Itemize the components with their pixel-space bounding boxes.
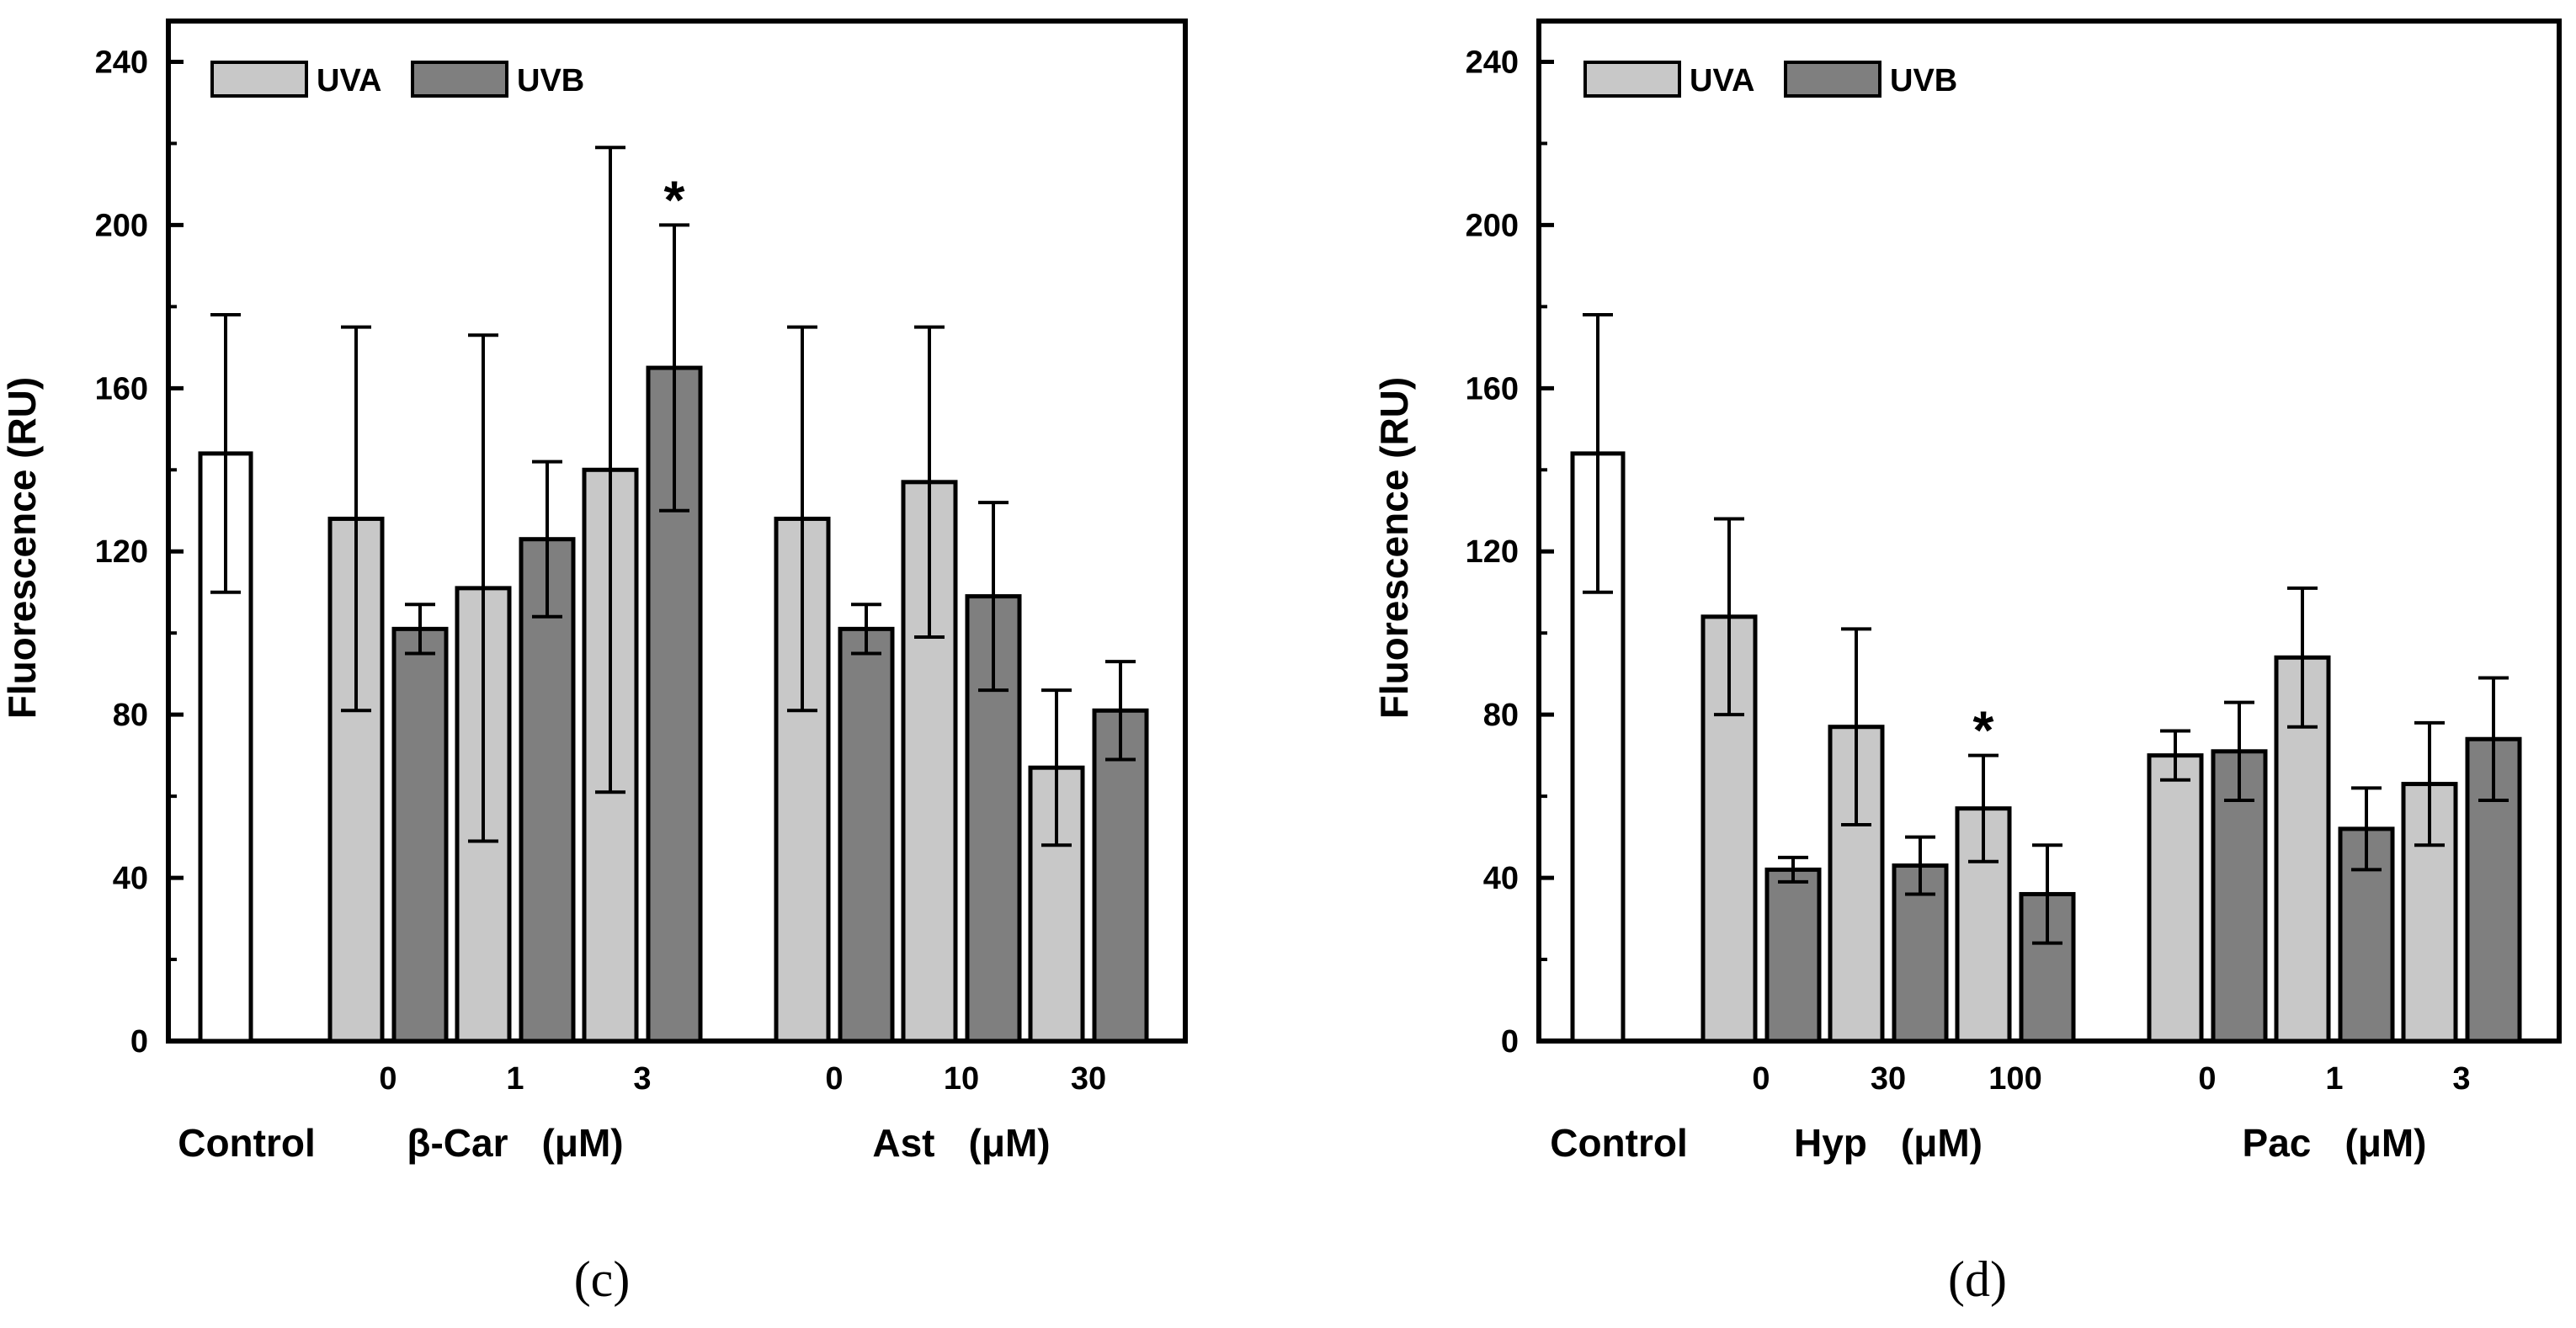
group-name: Pac — [2243, 1121, 2312, 1165]
group-unit: (μM) — [969, 1121, 1051, 1165]
bar-ast-10-uvb — [965, 594, 1022, 1044]
x-tick-label: 1 — [506, 1061, 524, 1097]
panel-caption: (d) — [1948, 1251, 2007, 1307]
bar-ast-0-uvb — [838, 626, 895, 1044]
group-label-control: Control — [1550, 1121, 1688, 1165]
group-unit: (μM) — [1901, 1121, 1983, 1165]
significance-marker: * — [664, 169, 685, 230]
legend-label-uva: UVA — [317, 63, 381, 98]
y-tick-label: 160 — [95, 371, 148, 406]
significance-marker: * — [1973, 700, 1994, 761]
y-tick-label: 0 — [130, 1024, 148, 1060]
legend-label-uva: UVA — [1690, 63, 1754, 98]
legend-swatch-uvb — [1784, 61, 1881, 98]
y-tick-label: 200 — [95, 208, 148, 243]
x-tick-label: 30 — [1071, 1061, 1106, 1097]
bar-pac-3-uva — [2401, 782, 2458, 1044]
group-label-pac: Pac (μM) — [2243, 1121, 2427, 1165]
y-tick-label: 120 — [95, 534, 148, 570]
x-tick-label: 1 — [2325, 1061, 2343, 1097]
legend-swatch-uva — [210, 61, 308, 98]
bar-car-0-uvb — [391, 626, 449, 1044]
legend-swatch-uvb — [411, 61, 508, 98]
x-tick-label: 0 — [1752, 1061, 1770, 1097]
bar-ast-0-uva — [774, 516, 831, 1044]
y-tick-label: 160 — [1466, 371, 1519, 406]
group-name: Ast — [872, 1121, 934, 1165]
y-tick-label: 200 — [1466, 208, 1519, 243]
y-tick-label: 80 — [113, 698, 148, 733]
x-tick-label: 30 — [1871, 1061, 1906, 1097]
legend-swatch-uva — [1583, 61, 1681, 98]
y-tick-label: 0 — [1501, 1024, 1519, 1060]
bar-car-3-uvb — [646, 365, 703, 1044]
bar-ast-30-uvb — [1092, 708, 1149, 1044]
x-tick-label: 0 — [2198, 1061, 2216, 1097]
x-tick-label: 3 — [633, 1061, 651, 1097]
group-label-control: Control — [178, 1121, 316, 1165]
panel-c: 0 40 80 120 160 200 240 Fluorescence (RU) UVA UVB… — [0, 19, 1188, 1307]
group-label-hyp: Hyp (μM) — [1794, 1121, 1983, 1165]
x-tick-label: 0 — [379, 1061, 397, 1097]
bar-pac-0-uva — [2147, 753, 2204, 1044]
y-tick-label: 240 — [1466, 45, 1519, 80]
bar-car-1-uvb — [519, 537, 576, 1044]
panel-d: 0 40 80 120 160 200 240 Fluorescence (RU) UVA UVB… — [1372, 19, 2562, 1307]
y-tick-label: 120 — [1466, 534, 1519, 570]
group-label-car: β-Car (μM) — [407, 1121, 623, 1165]
x-tick-label: 3 — [2452, 1061, 2470, 1097]
y-tick-label: 240 — [95, 45, 148, 80]
y-tick-label: 40 — [1483, 861, 1519, 896]
group-name: Hyp — [1794, 1121, 1867, 1165]
y-tick-label: 40 — [113, 861, 148, 896]
legend-label-uvb: UVB — [1890, 63, 1957, 98]
x-tick-label: 100 — [1988, 1061, 2041, 1097]
bar-hyp-0-uvb — [1764, 867, 1822, 1044]
y-tick-label: 80 — [1483, 698, 1519, 733]
panel-caption: (c) — [574, 1251, 631, 1307]
group-unit: (μM) — [542, 1121, 624, 1165]
y-axis-label: Fluorescence (RU) — [1372, 377, 1416, 719]
x-tick-label: 0 — [825, 1061, 843, 1097]
group-name: β-Car — [407, 1121, 508, 1165]
x-tick-label: 10 — [944, 1061, 979, 1097]
legend-label-uvb: UVB — [517, 63, 584, 98]
group-unit: (μM) — [2344, 1121, 2426, 1165]
group-label-ast: Ast (μM) — [872, 1121, 1050, 1165]
bar-hyp-30-uvb — [1892, 863, 1949, 1044]
y-axis-label: Fluorescence (RU) — [0, 377, 44, 719]
